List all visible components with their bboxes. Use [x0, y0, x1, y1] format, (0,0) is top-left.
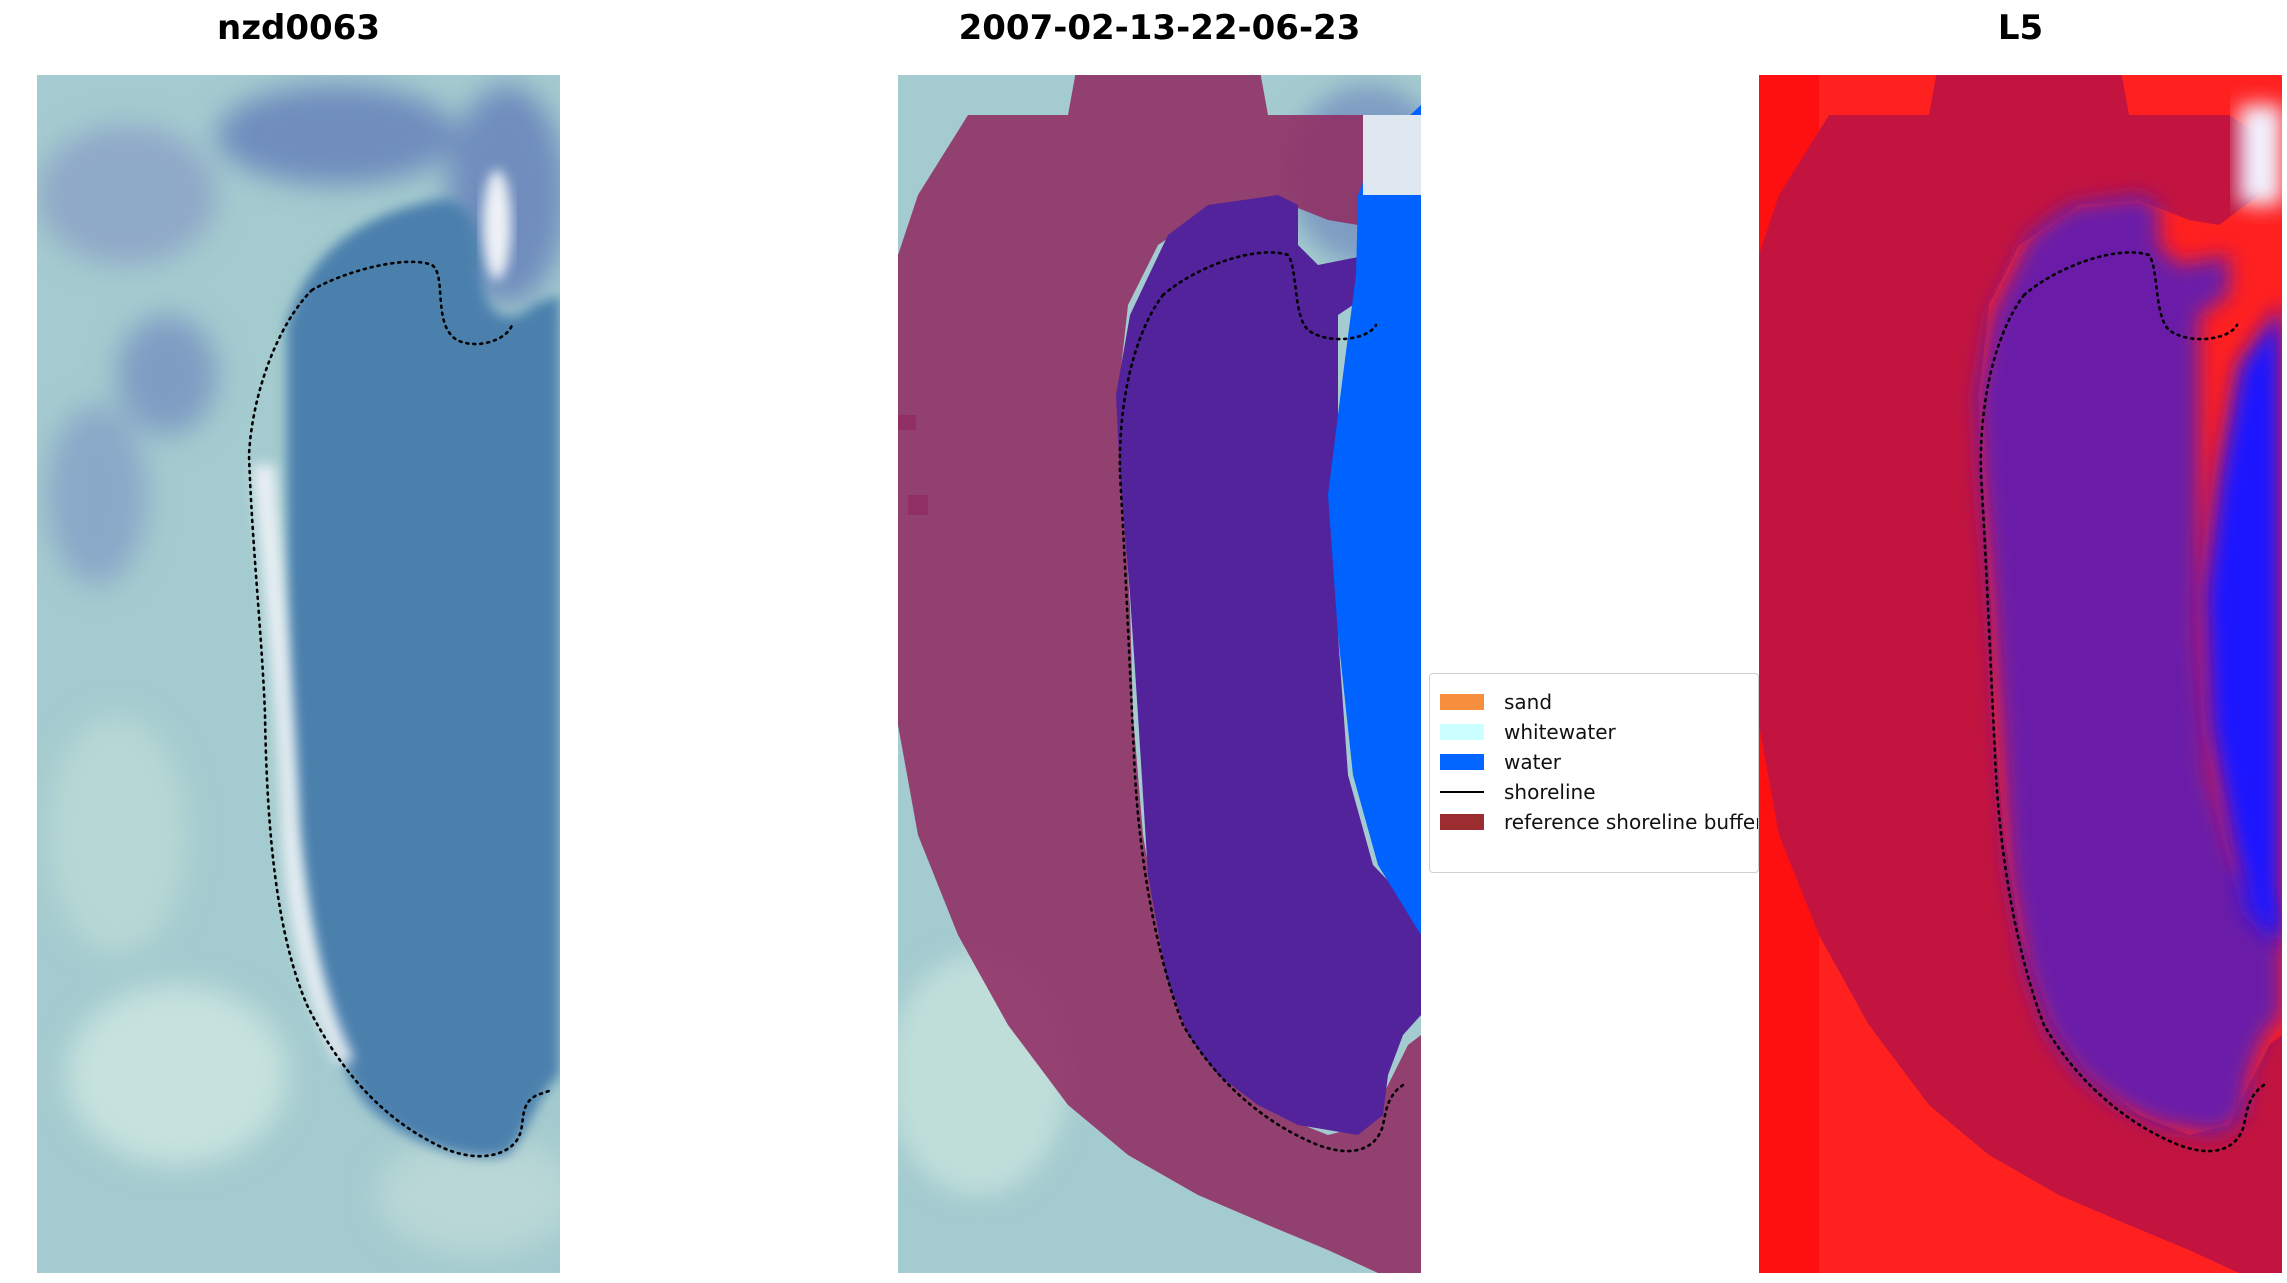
legend-label-sand: sand	[1504, 690, 1553, 714]
legend-label-whitewater: whitewater	[1504, 720, 1616, 744]
water-class-region	[1328, 105, 1421, 935]
shoreline-path-rgb	[247, 260, 554, 1158]
legend-swatch-water	[1440, 754, 1484, 770]
legend-item-whitewater: whitewater	[1440, 717, 1616, 747]
classified-image-panel	[898, 75, 1421, 1273]
panel-title-rgb: nzd0063	[217, 8, 380, 48]
legend-line-shoreline	[1440, 791, 1484, 793]
legend-swatch-whitewater	[1440, 724, 1484, 740]
panel-title-index: L5	[1997, 8, 2044, 48]
rgb-image	[37, 75, 560, 1273]
legend-item-water: water	[1440, 747, 1561, 777]
classified-water-region	[1116, 195, 1421, 1135]
legend-item-shoreline: shoreline	[1440, 777, 1596, 807]
index-image-panel	[1759, 75, 2282, 1273]
legend-item-reference-buffer: reference shoreline buffer	[1440, 807, 1759, 837]
index-image	[1759, 75, 2282, 1273]
classified-image	[898, 75, 1421, 1273]
legend-label-reference-buffer: reference shoreline buffer	[1504, 810, 1759, 834]
rgb-image-panel	[37, 75, 560, 1273]
legend-label-shoreline: shoreline	[1504, 780, 1596, 804]
panel-title-classified: 2007-02-13-22-06-23	[958, 8, 1361, 48]
legend-item-sand: sand	[1440, 687, 1552, 717]
legend-swatch-reference-buffer	[1440, 814, 1484, 830]
shoreline-path-index	[1979, 251, 2266, 1153]
legend-swatch-sand	[1440, 694, 1484, 710]
legend: sand whitewater water shoreline referenc…	[1429, 673, 1759, 873]
legend-label-water: water	[1504, 750, 1561, 774]
shoreline-path-classified	[1118, 251, 1405, 1153]
